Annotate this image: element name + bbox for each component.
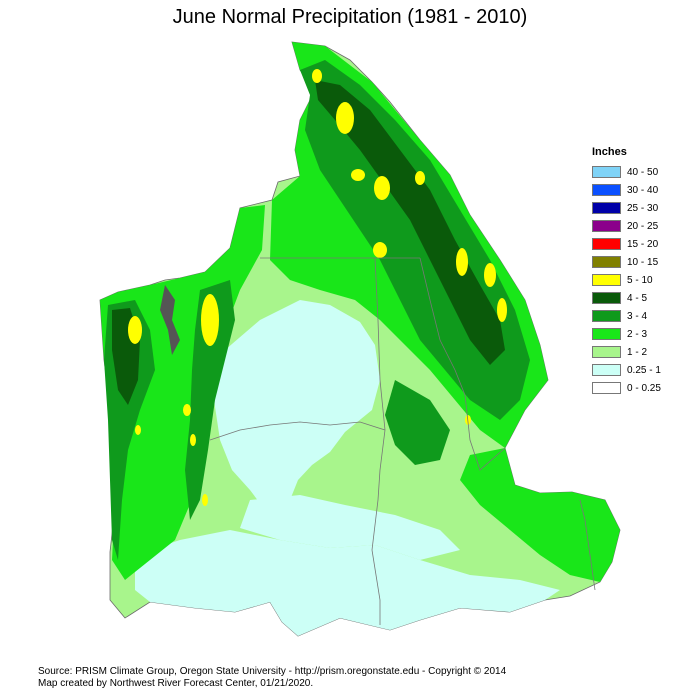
legend-swatch [592, 346, 621, 358]
legend-item: 1 - 2 [592, 343, 692, 361]
legend-swatch [592, 184, 621, 196]
legend-swatch [592, 274, 621, 286]
legend-item: 4 - 5 [592, 289, 692, 307]
legend-item: 10 - 15 [592, 253, 692, 271]
legend-label: 0 - 0.25 [627, 382, 661, 394]
legend-swatch [592, 220, 621, 232]
legend-swatch [592, 364, 621, 376]
legend-item: 2 - 3 [592, 325, 692, 343]
very-wet-zone-north [315, 80, 505, 365]
legend-item: 40 - 50 [592, 163, 692, 181]
legend-item: 25 - 30 [592, 199, 692, 217]
dry-south-region [135, 530, 560, 636]
legend-item: 0.25 - 1 [592, 361, 692, 379]
legend-item: 20 - 25 [592, 217, 692, 235]
legend-label: 5 - 10 [627, 274, 653, 286]
legend-item: 0 - 0.25 [592, 379, 692, 397]
legend-label: 2 - 3 [627, 328, 648, 340]
state-boundaries [209, 257, 596, 625]
legend-swatch [592, 256, 621, 268]
map-legend: Inches 40 - 50 30 - 40 25 - 30 20 - 25 15 - … [592, 146, 692, 397]
wet-belt-east [460, 448, 620, 582]
legend-label: 0.25 - 1 [627, 364, 661, 376]
legend-label: 30 - 40 [627, 184, 659, 196]
high-precipitation-spots [128, 69, 507, 506]
legend-swatch [592, 382, 621, 394]
legend-label: 10 - 15 [627, 256, 659, 268]
legend-item: 5 - 10 [592, 271, 692, 289]
dry-interior-region [214, 300, 380, 510]
legend-label: 4 - 5 [627, 292, 648, 304]
moderate-zone-blues [385, 380, 450, 465]
legend-label: 25 - 30 [627, 202, 659, 214]
legend-swatch [592, 166, 621, 178]
dry-south-inner [240, 495, 460, 560]
legend-label: 20 - 25 [627, 220, 659, 232]
legend-label: 15 - 20 [627, 238, 659, 250]
legend-items: 40 - 50 30 - 40 25 - 30 20 - 25 15 - 20 10 - … [592, 163, 692, 397]
legend-swatch [592, 202, 621, 214]
moderate-zone-cascades [185, 280, 235, 520]
legend-swatch [592, 238, 621, 250]
legend-item: 15 - 20 [592, 235, 692, 253]
legend-swatch [592, 310, 621, 322]
legend-label: 3 - 4 [627, 310, 648, 322]
legend-item: 30 - 40 [592, 181, 692, 199]
credits-author: Map created by Northwest River Forecast … [38, 678, 314, 689]
legend-swatch [592, 292, 621, 304]
legend-item: 3 - 4 [592, 307, 692, 325]
puget-sound-water [160, 285, 180, 355]
legend-title: Inches [592, 146, 627, 158]
legend-label: 1 - 2 [627, 346, 648, 358]
map-title: June Normal Precipitation (1981 - 2010) [172, 6, 528, 28]
legend-label: 40 - 50 [627, 166, 659, 178]
legend-swatch [592, 328, 621, 340]
map-credits: Source: PRISM Climate Group, Oregon Stat… [38, 666, 506, 690]
credits-source: Source: PRISM Climate Group, Oregon Stat… [38, 666, 507, 677]
